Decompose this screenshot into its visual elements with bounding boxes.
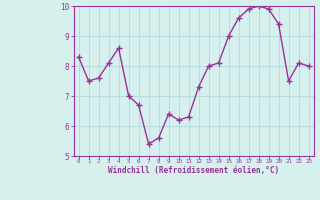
X-axis label: Windchill (Refroidissement éolien,°C): Windchill (Refroidissement éolien,°C): [108, 166, 279, 175]
